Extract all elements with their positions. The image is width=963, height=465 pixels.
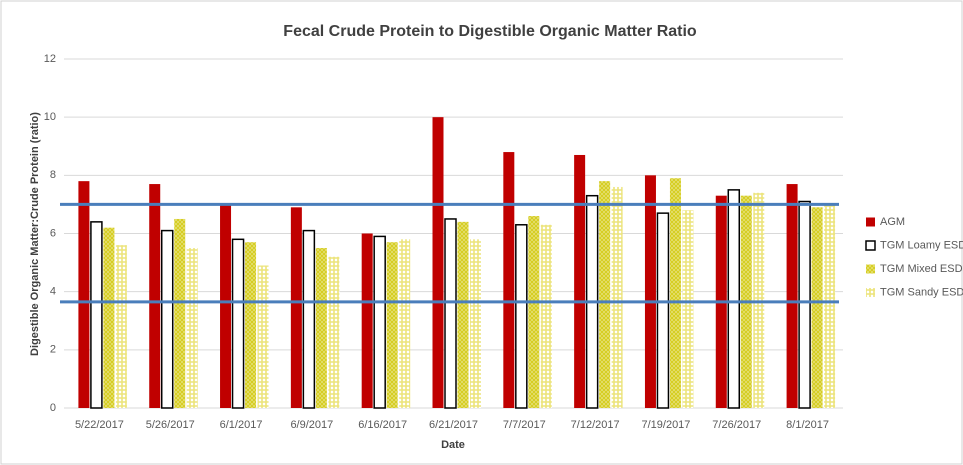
y-tick-label: 0 bbox=[50, 402, 56, 414]
legend-label: TGM Loamy ESD bbox=[880, 239, 963, 251]
bar bbox=[599, 181, 611, 408]
legend-label: AGM bbox=[880, 216, 905, 228]
bar bbox=[503, 152, 515, 408]
x-tick-label: 7/19/2017 bbox=[641, 419, 690, 431]
bar bbox=[115, 245, 127, 408]
x-tick-label: 7/12/2017 bbox=[571, 419, 620, 431]
bar bbox=[574, 154, 586, 408]
bar bbox=[669, 178, 681, 408]
legend-label: TGM Mixed ESD bbox=[880, 263, 963, 275]
bar bbox=[160, 229, 174, 409]
x-tick-label: 7/26/2017 bbox=[712, 419, 761, 431]
bar bbox=[90, 221, 103, 409]
y-tick-label: 10 bbox=[44, 111, 56, 123]
bar bbox=[432, 117, 444, 409]
x-tick-label: 6/16/2017 bbox=[358, 419, 407, 431]
bar bbox=[515, 224, 528, 409]
bar bbox=[457, 221, 469, 408]
x-tick-label: 5/22/2017 bbox=[75, 419, 124, 431]
bar bbox=[656, 212, 670, 409]
bar bbox=[386, 242, 398, 408]
bar bbox=[149, 184, 161, 408]
bar bbox=[231, 238, 245, 409]
x-tick-label: 8/1/2017 bbox=[786, 419, 829, 431]
legend-swatch bbox=[866, 264, 875, 274]
bar bbox=[361, 233, 373, 408]
bar bbox=[78, 181, 90, 408]
bar bbox=[328, 256, 340, 408]
bar bbox=[373, 235, 386, 409]
bar bbox=[220, 204, 232, 408]
y-tick-label: 2 bbox=[50, 344, 56, 356]
bar bbox=[611, 186, 623, 408]
bar bbox=[245, 242, 257, 408]
y-tick-label: 6 bbox=[50, 227, 56, 239]
bar bbox=[644, 175, 656, 408]
bar bbox=[528, 216, 540, 408]
bar bbox=[540, 224, 552, 408]
bar bbox=[824, 204, 836, 408]
y-tick-label: 4 bbox=[50, 286, 56, 298]
y-tick-label: 12 bbox=[44, 53, 56, 65]
bar bbox=[470, 239, 481, 408]
chart-title: Fecal Crude Protein to Digestible Organi… bbox=[283, 23, 697, 40]
x-tick-label: 6/21/2017 bbox=[429, 419, 478, 431]
x-tick-label: 7/7/2017 bbox=[503, 419, 546, 431]
x-tick-label: 5/26/2017 bbox=[146, 419, 195, 431]
bar bbox=[811, 207, 823, 408]
legend-swatch bbox=[866, 217, 875, 227]
bar bbox=[727, 189, 741, 409]
x-tick-label: 6/9/2017 bbox=[290, 419, 333, 431]
bar bbox=[786, 184, 798, 408]
bar bbox=[444, 218, 457, 409]
bar bbox=[174, 218, 186, 408]
legend-swatch bbox=[865, 240, 876, 251]
bar bbox=[290, 207, 302, 408]
y-tick-label: 8 bbox=[50, 169, 56, 181]
bar bbox=[257, 265, 269, 408]
legend-label: TGM Sandy ESD bbox=[880, 286, 963, 298]
bar bbox=[399, 239, 411, 408]
x-tick-label: 6/1/2017 bbox=[220, 419, 263, 431]
bar bbox=[186, 248, 198, 408]
legend-swatch bbox=[866, 288, 875, 297]
x-axis-title: Date bbox=[441, 439, 465, 451]
bar bbox=[103, 227, 115, 408]
y-axis-title: Digestible Organic Matter:Crude Protein … bbox=[29, 112, 41, 356]
bar bbox=[315, 248, 327, 408]
bar bbox=[302, 229, 316, 409]
bar bbox=[682, 210, 694, 408]
bar bbox=[798, 200, 811, 409]
